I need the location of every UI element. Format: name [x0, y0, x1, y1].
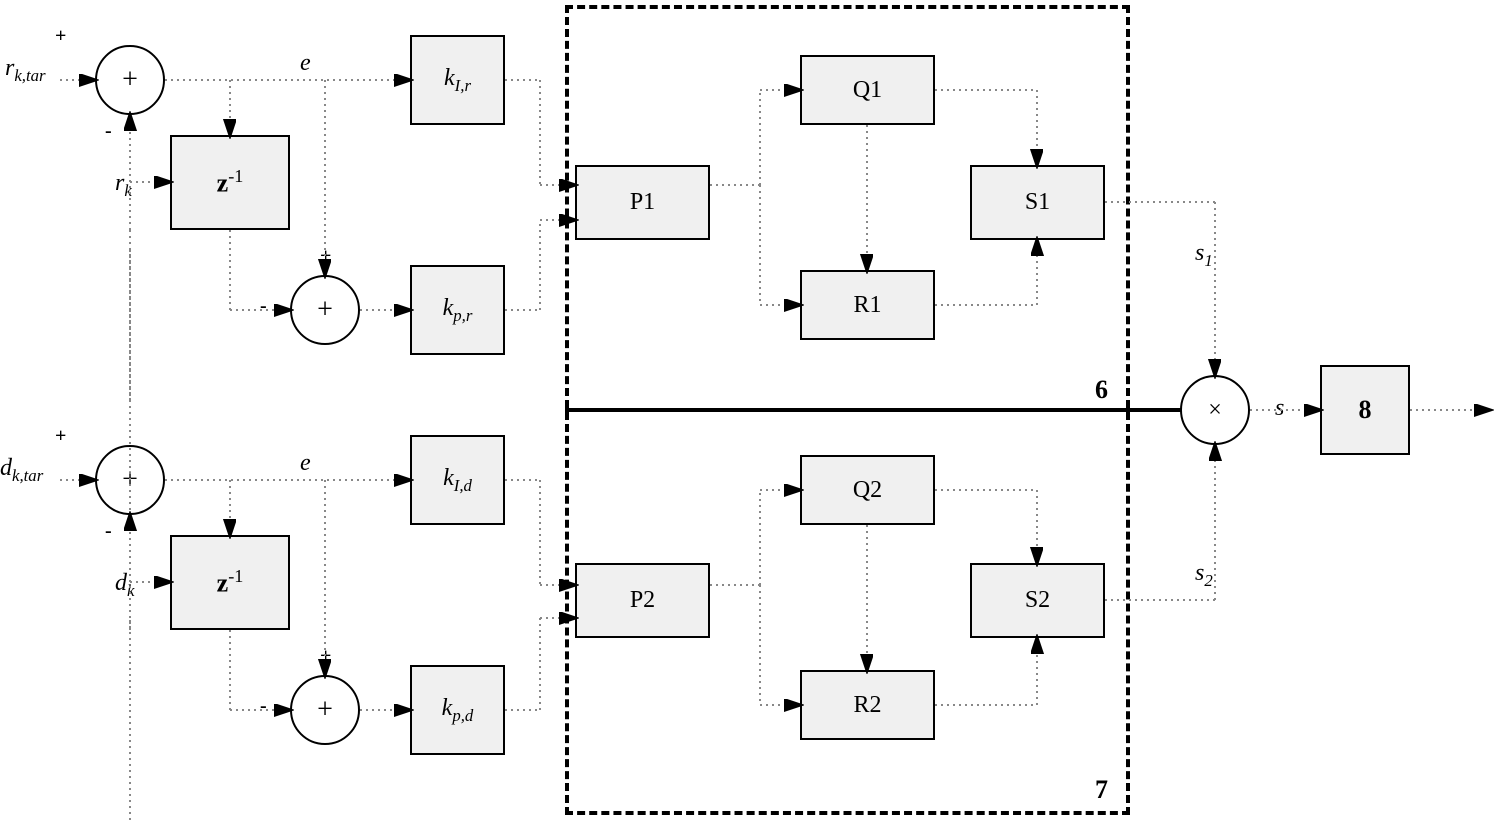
- block-R1: R1: [800, 270, 935, 340]
- block-P2: P2: [575, 563, 710, 638]
- sum-node-top-2: +: [290, 275, 360, 345]
- block-kpr: kp,r: [410, 265, 505, 355]
- block-Q1: Q1: [800, 55, 935, 125]
- block-R2: R2: [800, 670, 935, 740]
- block-kId: kI,d: [410, 435, 505, 525]
- sign-plus: +: [55, 25, 66, 48]
- sum-node-top-1: +: [95, 45, 165, 115]
- s1-label: s1: [1195, 240, 1213, 271]
- block-Q2: Q2: [800, 455, 935, 525]
- region-divider: [565, 408, 1194, 412]
- sign-plus-2: +: [320, 245, 331, 268]
- error-top-label: e: [300, 50, 311, 77]
- block-z-bot: z-1: [170, 535, 290, 630]
- input-d-tar-label: dk,tar: [0, 455, 43, 486]
- sum-node-bot-1: +: [95, 445, 165, 515]
- s2-label: s2: [1195, 560, 1213, 591]
- region-6-label: 6: [1095, 375, 1108, 405]
- sign-plus-b2: +: [320, 645, 331, 668]
- sign-plus-b1: +: [55, 425, 66, 448]
- sum-node-bot-2: +: [290, 675, 360, 745]
- block-eight: 8: [1320, 365, 1410, 455]
- s-label: s: [1275, 395, 1284, 422]
- sign-minus-2: -: [260, 295, 267, 318]
- block-S1: S1: [970, 165, 1105, 240]
- multiply-node: ×: [1180, 375, 1250, 445]
- input-r-tar-label: rk,tar: [5, 55, 46, 86]
- sign-minus-b2: -: [260, 695, 267, 718]
- input-d-fb-label: dk: [115, 570, 134, 601]
- sign-minus: -: [105, 120, 112, 143]
- block-S2: S2: [970, 563, 1105, 638]
- block-kpd: kp,d: [410, 665, 505, 755]
- region-7-label: 7: [1095, 775, 1108, 805]
- sign-minus-b1: -: [105, 520, 112, 543]
- error-bot-label: e: [300, 450, 311, 477]
- input-r-fb-label: rk: [115, 170, 132, 201]
- block-P1: P1: [575, 165, 710, 240]
- block-z-top: z-1: [170, 135, 290, 230]
- block-kIr: kI,r: [410, 35, 505, 125]
